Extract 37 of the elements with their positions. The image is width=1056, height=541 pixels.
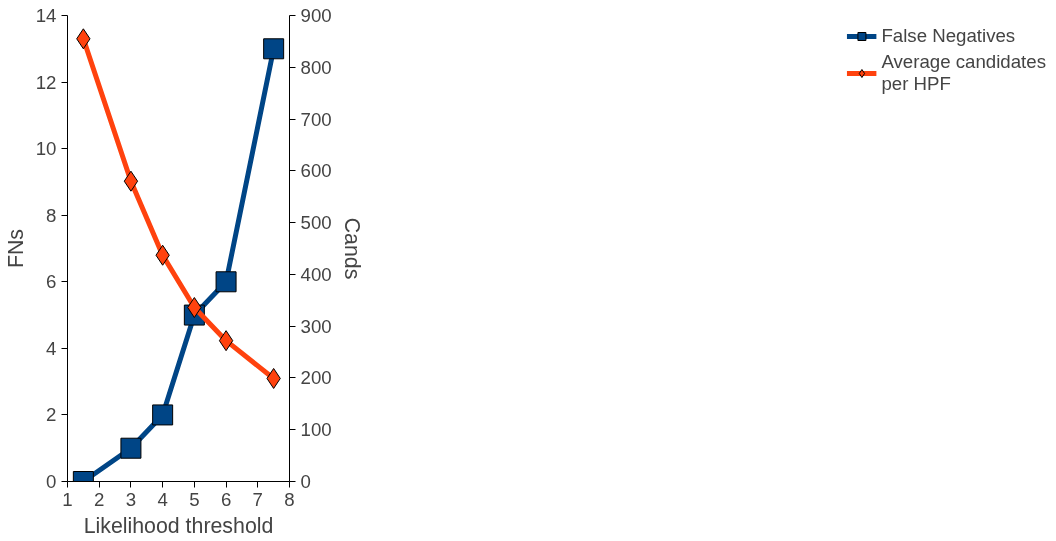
point [215,271,237,293]
legend-label: False Negatives [881,25,1016,47]
x-tick-label: 5 [189,488,200,510]
y-tick-label: 8 [46,204,57,226]
y-tick-label: 10 [35,138,57,160]
x-tick-label: 4 [157,488,168,510]
y-tick-label: 2 [46,404,57,426]
point [218,330,234,352]
y2-tick-label: 500 [300,212,332,234]
y2-tick-label: 0 [300,471,311,492]
y2-tick-label: 900 [300,5,332,26]
y-axis-title: FNs [3,228,28,269]
y2-tick-label: 400 [300,263,332,285]
y2-tick-label: 600 [300,160,332,182]
y2-tick-label: 200 [300,367,332,389]
y-tick-label: 6 [46,271,57,293]
y2-tick-label: 700 [300,108,332,130]
y2-tick-label: 300 [300,315,332,337]
x-tick-label: 1 [62,488,73,510]
y-tick-label: 4 [46,337,57,359]
y-tick-label: 14 [35,5,57,26]
x-tick-label: 7 [252,488,263,510]
point [263,38,285,60]
point [152,404,174,426]
x-tick-label: 2 [94,488,105,510]
y2-tick-label: 100 [300,419,332,441]
point [123,170,139,192]
x-tick-label: 6 [220,488,232,510]
point [120,437,142,459]
x-axis-title: Likelihood threshold [83,513,274,538]
legend-label: Average candidates per HPF [881,51,1046,95]
x-tick-label: 8 [284,488,295,510]
y2-axis-title: Cands [339,217,364,280]
x-tick-label: 3 [125,488,137,510]
y2-tick-label: 800 [300,56,332,78]
y-tick-label: 12 [35,71,57,93]
y-tick-label: 0 [46,471,57,492]
